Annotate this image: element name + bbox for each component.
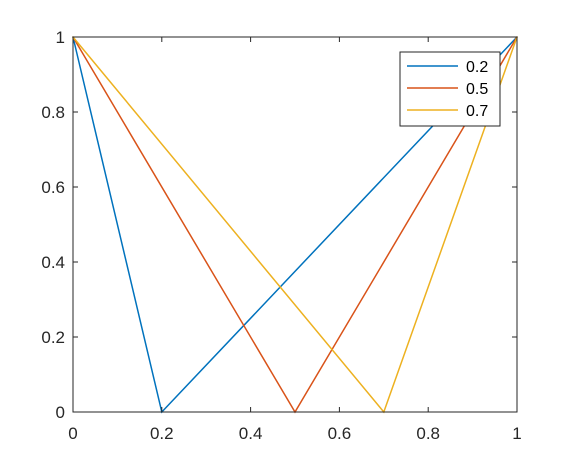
x-tick-label: 0.2: [150, 424, 174, 443]
x-tick-label: 0.8: [416, 424, 440, 443]
legend-label: 0.5: [466, 81, 488, 98]
x-tick-label: 1: [512, 424, 521, 443]
y-tick-label: 0.2: [41, 328, 65, 347]
legend: 0.2 0.5 0.7: [399, 51, 501, 127]
y-tick-label: 0.4: [41, 253, 65, 272]
legend-label: 0.2: [466, 59, 488, 76]
y-tick-label: 1: [56, 28, 65, 47]
legend-label: 0.7: [466, 103, 488, 120]
y-tick-label: 0: [56, 403, 65, 422]
x-tick-label: 0.4: [239, 424, 263, 443]
tick-layer: 0 0.2 0.4 0.6 0.8 1 0 0.2 0.4 0.6 0.8 1: [41, 28, 521, 443]
legend-box: [399, 51, 501, 127]
x-tick-label: 0: [68, 424, 77, 443]
axes-box: [72, 36, 518, 413]
y-tick-label: 0.6: [41, 178, 65, 197]
x-tick-label: 0.6: [328, 424, 352, 443]
y-tick-label: 0.8: [41, 103, 65, 122]
